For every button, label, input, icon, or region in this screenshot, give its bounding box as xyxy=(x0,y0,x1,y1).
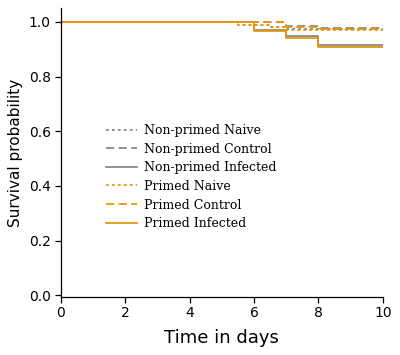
X-axis label: Time in days: Time in days xyxy=(164,329,279,347)
Y-axis label: Survival probability: Survival probability xyxy=(8,78,23,226)
Legend: Non-primed Naive, Non-primed Control, Non-primed Infected, Primed Naive, Primed : Non-primed Naive, Non-primed Control, No… xyxy=(106,124,277,230)
